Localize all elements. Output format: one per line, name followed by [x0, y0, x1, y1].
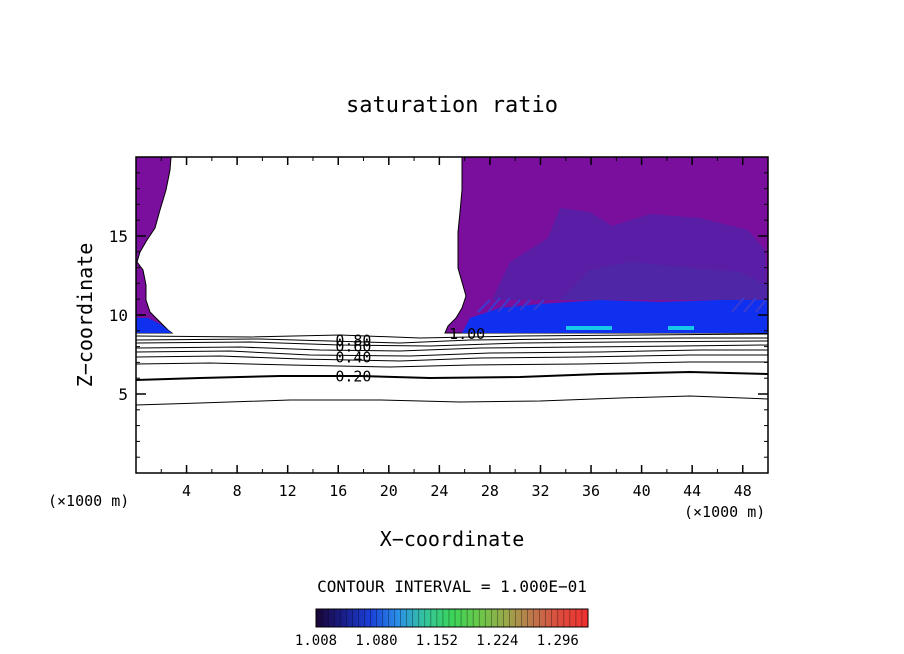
colorbar-tick-label: 1.080	[355, 633, 397, 649]
contour-label: 0.60	[335, 338, 371, 356]
colorbar-tick-labels: 1.008 1.080 1.152 1.224 1.296	[295, 633, 579, 649]
contour-label: 0.80	[335, 331, 371, 349]
contour-lines	[136, 333, 768, 406]
y-axis: 5 10 15	[109, 172, 768, 458]
x-tick-label: 32	[531, 482, 549, 500]
x-tick-label: 24	[430, 482, 448, 500]
right-violet-inner	[560, 262, 768, 300]
chart-title: saturation ratio	[346, 93, 558, 118]
left-blue-band	[136, 318, 172, 333]
y-tick-label: 5	[118, 385, 128, 404]
colorbar-tick-label: 1.008	[295, 633, 337, 649]
x-axis: 4 8 12 16 20 24 28 32 36 40 44 48	[160, 157, 752, 500]
cyan-streak-1	[566, 326, 612, 330]
y-tick-label: 15	[109, 227, 128, 246]
x-unit-right-label: (×1000 m)	[684, 503, 765, 521]
x-tick-label: 8	[233, 482, 242, 500]
x-tick-label: 12	[279, 482, 297, 500]
right-blue-band	[462, 300, 768, 333]
colorbar-bins	[321, 609, 583, 627]
x-axis-label: X−coordinate	[380, 527, 525, 551]
contour-label: 0.40	[335, 349, 371, 367]
colorbar	[315, 608, 589, 628]
cyan-streak-2	[668, 326, 694, 330]
contour-labels: 0.800.600.400.20 1.00	[335, 325, 485, 386]
x-unit-left-label: (×1000 m)	[48, 492, 129, 510]
plot-area	[136, 157, 768, 406]
x-tick-label: 40	[633, 482, 651, 500]
y-tick-label: 10	[109, 306, 128, 325]
x-tick-label: 16	[329, 482, 347, 500]
x-tick-label: 4	[182, 482, 191, 500]
x-tick-label: 36	[582, 482, 600, 500]
wave-streaks	[477, 297, 767, 313]
contour-label: 1.00	[449, 325, 485, 343]
y-axis-label: Z−coordinate	[73, 243, 97, 388]
x-tick-label: 44	[683, 482, 701, 500]
contour-interval-label: CONTOUR INTERVAL = 1.000E−01	[317, 577, 587, 596]
left-supersat-region	[136, 157, 174, 334]
x-tick-label: 48	[734, 482, 752, 500]
colorbar-tick-label: 1.296	[537, 633, 579, 649]
colorbar-tick-label: 1.224	[476, 633, 518, 649]
x-tick-label: 28	[481, 482, 499, 500]
contour-label: 0.20	[335, 368, 371, 386]
colorbar-tick-label: 1.152	[416, 633, 458, 649]
x-tick-label: 20	[380, 482, 398, 500]
